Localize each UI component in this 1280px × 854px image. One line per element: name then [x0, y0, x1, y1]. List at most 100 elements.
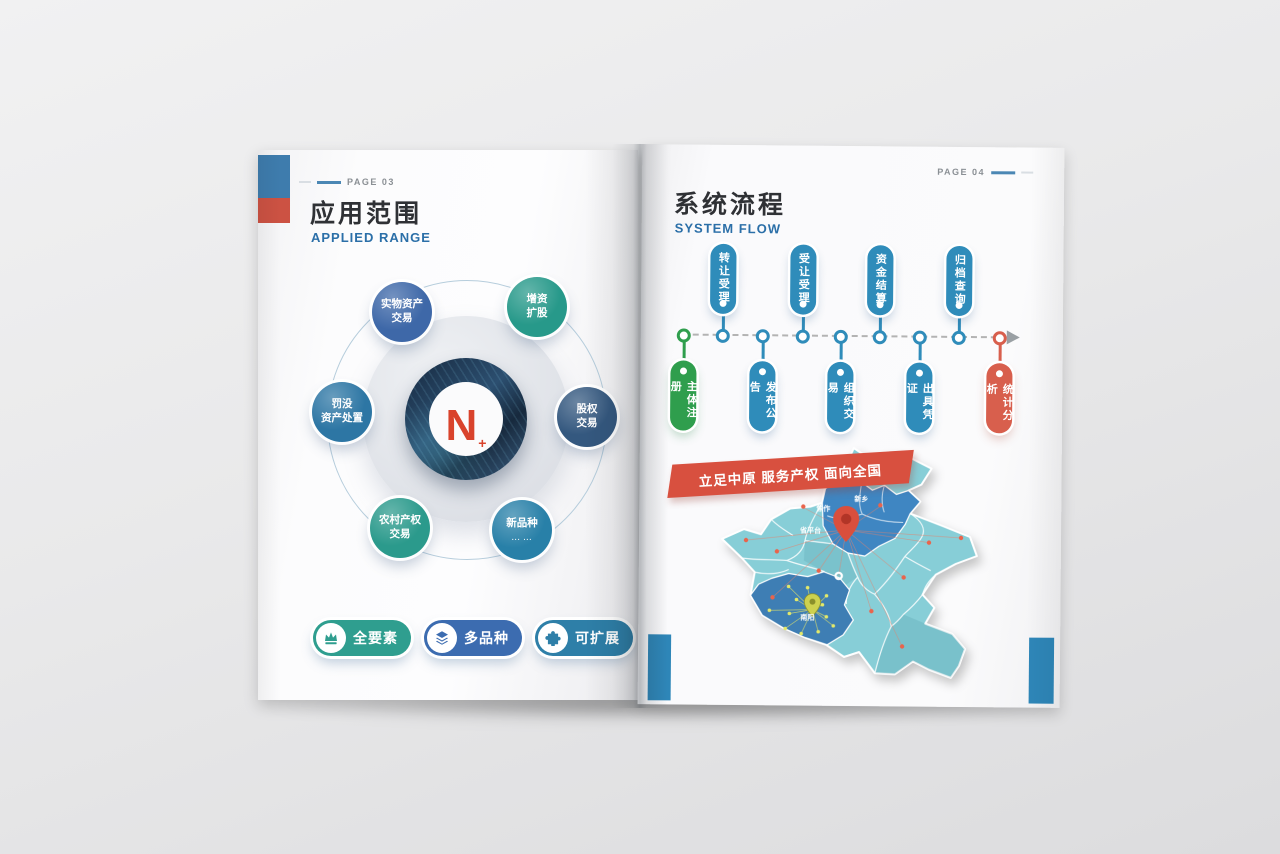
bubble-label-line1: 新品种 — [506, 517, 538, 531]
bubble-new-varieties: 新品种 ... ... — [492, 500, 552, 560]
bubble-shade — [557, 387, 617, 447]
bubble-label-line1: 股权 — [577, 403, 598, 417]
badge-all-elements: 全要素 — [313, 620, 411, 656]
badge-label: 可扩展 — [575, 630, 620, 646]
crown-icon — [316, 623, 346, 653]
flow-node-dot — [995, 370, 1003, 378]
flow-node-label: 受让受理 — [797, 252, 810, 305]
flow-node-assignee-acceptance: 受让受理 — [789, 244, 817, 315]
page-subtitle: APPLIED RANGE — [311, 230, 431, 245]
map-north-internal-borders — [827, 484, 904, 523]
flow-node-label: 资金结算 — [874, 253, 887, 306]
bubble-label-line1: 增资 — [527, 293, 548, 307]
map-city-dots-yellow — [767, 584, 836, 636]
bubble-physical-asset-trading: 实物资产交易 — [372, 282, 432, 342]
bubble-label-line2: 交易 — [390, 528, 411, 542]
map-pin-icon — [833, 505, 860, 542]
flow-node-dot — [876, 301, 884, 309]
layers-icon — [427, 623, 457, 653]
flow-node-label: 出具凭证 — [905, 382, 934, 422]
flow-node-label: 发布公告 — [748, 381, 777, 421]
timeline-ring — [833, 329, 848, 344]
flow-node-dot — [915, 369, 923, 377]
flow-node-label: 统计分析 — [985, 383, 1014, 423]
timeline-ring — [951, 330, 966, 345]
map-center-ring — [834, 571, 843, 581]
flow-node-fund-settlement: 资金结算 — [866, 245, 894, 316]
map-region-shade — [803, 540, 858, 587]
bubble-rural-property: 农村产权交易 — [370, 498, 430, 558]
bubble-confiscated-assets: 罚没资产处置 — [312, 382, 372, 442]
timeline-ring — [715, 328, 730, 343]
timeline-ring — [755, 329, 770, 344]
page-title: 应用范围 — [310, 200, 423, 228]
pageno-line-light — [299, 181, 311, 183]
timeline-ring-end — [992, 331, 1007, 346]
map-label-nanyang: 南阳 — [800, 613, 814, 622]
flow-node-dot — [719, 299, 727, 307]
flow-node-issue-certificate: 出具凭证 — [905, 362, 934, 433]
map-city-dots-red — [743, 503, 964, 649]
badge-extensible: 可扩展 — [535, 620, 633, 656]
left-page: PAGE 03 应用范围 APPLIED RANGE N+ 实物资产交易 增资扩… — [258, 150, 638, 700]
page-number-label: PAGE 03 — [347, 177, 395, 187]
bubble-label-line2: 交易 — [577, 417, 598, 431]
flow-node-publish-announcement: 发布公告 — [748, 361, 777, 432]
page-title: 系统流程 — [673, 190, 787, 220]
logo-circle: N + — [429, 382, 503, 456]
timeline-ring-start — [676, 328, 691, 343]
puzzle-icon — [538, 623, 568, 653]
timeline-arrow-icon — [1006, 330, 1020, 345]
map-label-platform: 省平台 — [799, 526, 821, 535]
bubble-shade — [507, 277, 567, 337]
timeline-ring — [795, 329, 810, 344]
flow-node-archive-query: 归档查询 — [945, 245, 973, 317]
timeline-ring — [872, 330, 887, 345]
flow-node-dot — [836, 368, 844, 376]
page-number-right: PAGE 04 — [937, 166, 1034, 178]
nanyang-pin-icon — [803, 593, 822, 617]
right-page: PAGE 04 系统流程 SYSTEM FLOW 转让受理 受让受理 资金结算 … — [637, 144, 1065, 708]
bubble-capital-increase: 增资扩股 — [507, 277, 567, 337]
bottom-bar-left — [647, 634, 672, 701]
logo-plus: + — [478, 435, 487, 451]
badge-label: 多品种 — [464, 630, 509, 646]
bubble-shade — [372, 282, 432, 342]
bubble-label-line2: 交易 — [392, 312, 413, 326]
flow-node-label: 主体注册 — [669, 380, 698, 420]
bubble-equity-trading: 股权交易 — [557, 387, 617, 447]
badge-multi-variety: 多品种 — [424, 620, 522, 656]
bubble-shade — [370, 498, 430, 558]
flow-node-dot — [758, 368, 767, 376]
corner-accent-blue — [258, 155, 290, 198]
timeline-ring — [912, 330, 927, 345]
bubble-label-line1: 罚没 — [332, 398, 353, 412]
map-region-nanyang-dark — [749, 571, 854, 646]
bubble-label-line2: ... ... — [511, 534, 533, 542]
bubble-shade — [312, 382, 372, 442]
bubble-label-line2: 扩股 — [527, 307, 548, 321]
page-number-left: PAGE 03 — [299, 177, 395, 187]
pageno-line-blue — [317, 180, 341, 184]
flow-node-statistical-analysis: 统计分析 — [985, 363, 1014, 434]
slogan-text: 立足中原 服务产权 面向全国 — [698, 462, 883, 489]
pageno-line-blue — [991, 170, 1016, 174]
flow-node-label: 转让受理 — [717, 251, 730, 304]
flow-node-dot — [955, 301, 963, 309]
bubble-label-line1: 实物资产 — [381, 298, 423, 312]
page-subtitle: SYSTEM FLOW — [674, 220, 782, 237]
feature-badges: 全要素 多品种 可扩展 — [313, 620, 633, 656]
bubble-shade — [492, 500, 552, 560]
page-number-label: PAGE 04 — [937, 166, 986, 178]
bubble-label-line1: 农村产权 — [379, 514, 421, 528]
bubble-label-line2: 资产处置 — [321, 412, 363, 426]
corner-accent-red — [258, 198, 290, 223]
badge-label: 全要素 — [353, 630, 398, 646]
map-red-links — [745, 505, 962, 647]
flow-node-transfer-acceptance: 转让受理 — [709, 243, 737, 314]
flow-node-dot — [679, 367, 688, 375]
map-region-shade — [874, 614, 966, 678]
pageno-line-light — [1021, 171, 1034, 174]
flow-node-subject-registration: 主体注册 — [669, 360, 698, 431]
flow-node-dot — [799, 300, 807, 308]
